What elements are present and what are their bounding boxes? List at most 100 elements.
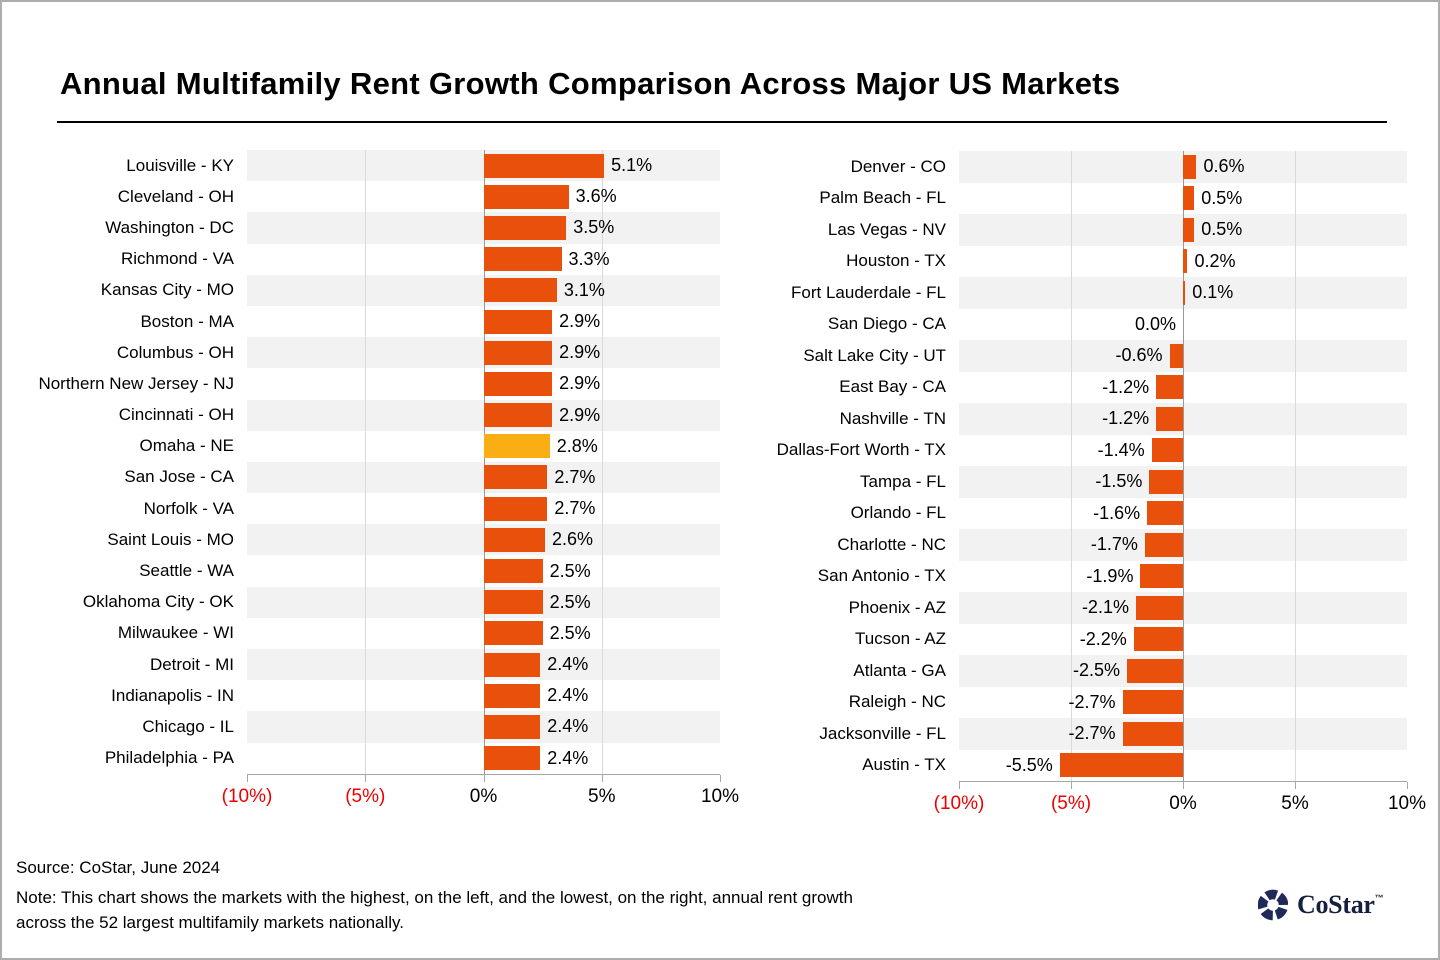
chart-row: 2.9% — [247, 306, 720, 337]
bar — [483, 621, 543, 646]
value-label: 2.5% — [549, 560, 591, 581]
axis-tick-label: 10% — [700, 786, 740, 807]
axis-tick-label: 0% — [1169, 793, 1197, 814]
axis-tick — [720, 775, 721, 782]
chart-row: -1.6% — [959, 498, 1407, 530]
bar — [483, 465, 548, 490]
chart-row: 2.8% — [247, 431, 720, 462]
bar — [483, 184, 569, 209]
axis-tick-label: 5% — [1281, 793, 1309, 814]
zero-axis-line — [483, 150, 485, 774]
bar — [1149, 469, 1183, 494]
category-label: Seattle - WA — [139, 561, 234, 581]
chart-row: 2.9% — [247, 368, 720, 399]
title-underline — [57, 121, 1387, 123]
category-label: Salt Lake City - UT — [803, 345, 946, 365]
bar — [1135, 595, 1183, 620]
category-label: Washington - DC — [105, 217, 234, 237]
value-label: 2.4% — [547, 654, 589, 675]
value-label: 2.5% — [549, 591, 591, 612]
axis-tick — [1183, 782, 1184, 789]
value-label: -2.5% — [1072, 660, 1120, 681]
costar-pinwheel-icon — [1258, 889, 1288, 921]
bar — [483, 559, 543, 584]
axis-tick — [1407, 782, 1408, 789]
source-text: Source: CoStar, June 2024 — [16, 858, 221, 877]
chart-row: 2.5% — [247, 555, 720, 586]
category-label: Orlando - FL — [850, 503, 946, 523]
gridline — [365, 150, 367, 774]
value-label: 2.9% — [559, 404, 601, 425]
axis-tick — [601, 775, 603, 782]
category-label: Austin - TX — [862, 755, 946, 775]
chart-row: -1.2% — [959, 372, 1407, 404]
bar — [1183, 154, 1197, 179]
chart-row: 2.5% — [247, 586, 720, 618]
chart-row: -1.9% — [959, 561, 1407, 593]
category-label: Raleigh - NC — [848, 692, 946, 712]
value-label: 0.1% — [1192, 282, 1234, 303]
note-text: Note: This chart shows the markets with … — [16, 888, 853, 932]
chart-row: 5.1% — [247, 150, 720, 182]
axis-tick-label: 10% — [1387, 793, 1427, 814]
axis-tick — [483, 775, 485, 782]
category-label: Cleveland - OH — [117, 186, 234, 206]
value-label: -1.4% — [1097, 439, 1145, 460]
bar — [1140, 564, 1183, 589]
bar — [1122, 721, 1183, 746]
category-label: Detroit - MI — [149, 654, 234, 674]
category-label: Louisville - KY — [126, 155, 234, 175]
plot-area-left: 5.1% 3.6% 3.5% 3.3% 3.1% 2.9% 2.9% 2.9% 2.9% 2.8%… — [247, 150, 720, 774]
value-label: 2.5% — [549, 622, 591, 643]
chart-row: -2.7% — [959, 687, 1407, 719]
value-label: 5.1% — [611, 155, 653, 176]
axis-tick-label: (10%) — [933, 793, 985, 814]
axis-tick-label: (5%) — [345, 786, 386, 807]
gridline — [1295, 151, 1296, 781]
x-axis-left: (10%) (5%) 0% 5% 10% — [222, 774, 739, 817]
value-label: -1.2% — [1102, 408, 1150, 429]
value-label: 3.6% — [575, 186, 617, 207]
bar — [1169, 343, 1183, 368]
bar — [483, 590, 543, 615]
category-label: Indianapolis - IN — [111, 685, 234, 705]
value-label: -5.5% — [1005, 754, 1053, 775]
chart-row: 0.1% — [959, 277, 1407, 309]
chart-row: -1.4% — [959, 435, 1407, 467]
category-label: Las Vegas - NV — [827, 219, 946, 239]
axis-tick — [365, 775, 367, 782]
chart-row: 0.0% — [959, 309, 1407, 341]
bar — [483, 746, 541, 771]
chart-row: 0.5% — [959, 183, 1407, 215]
axis-tick-label: 5% — [588, 786, 616, 807]
bar — [1127, 658, 1183, 683]
zero-axis-line — [1183, 151, 1184, 781]
category-label: Richmond - VA — [120, 249, 234, 269]
bar — [483, 683, 541, 708]
value-label: 2.6% — [551, 529, 594, 550]
bar — [1147, 501, 1183, 526]
value-label: 0.5% — [1201, 219, 1243, 240]
chart-row: 3.3% — [247, 244, 720, 275]
category-label: San Jose - CA — [124, 467, 234, 487]
category-label: Boston - MA — [140, 311, 234, 331]
value-label: -0.6% — [1115, 345, 1163, 366]
category-label: Palm Beach - FL — [819, 188, 946, 208]
axis-tick — [1295, 782, 1296, 789]
category-label: Columbus - OH — [116, 342, 234, 362]
value-label: -1.9% — [1086, 565, 1134, 586]
chart-row: 0.6% — [959, 151, 1407, 183]
axis-tick-label: (10%) — [221, 786, 273, 807]
page-title: Annual Multifamily Rent Growth Compariso… — [60, 66, 1121, 101]
value-label: 2.4% — [547, 685, 589, 706]
chart-row: 0.2% — [959, 246, 1407, 278]
value-label: 0.5% — [1201, 187, 1243, 208]
chart-row: 0.5% — [959, 214, 1407, 246]
axis-tick — [959, 782, 960, 789]
category-label: Kansas City - MO — [100, 280, 234, 300]
value-label: 2.9% — [559, 373, 601, 394]
category-label: Dallas-Fort Worth - TX — [776, 440, 946, 460]
category-label: Phoenix - AZ — [848, 597, 946, 617]
chart-panel-left: Louisville - KY Cleveland - OH Washington … — [12, 150, 739, 817]
value-label: 2.7% — [554, 498, 596, 519]
